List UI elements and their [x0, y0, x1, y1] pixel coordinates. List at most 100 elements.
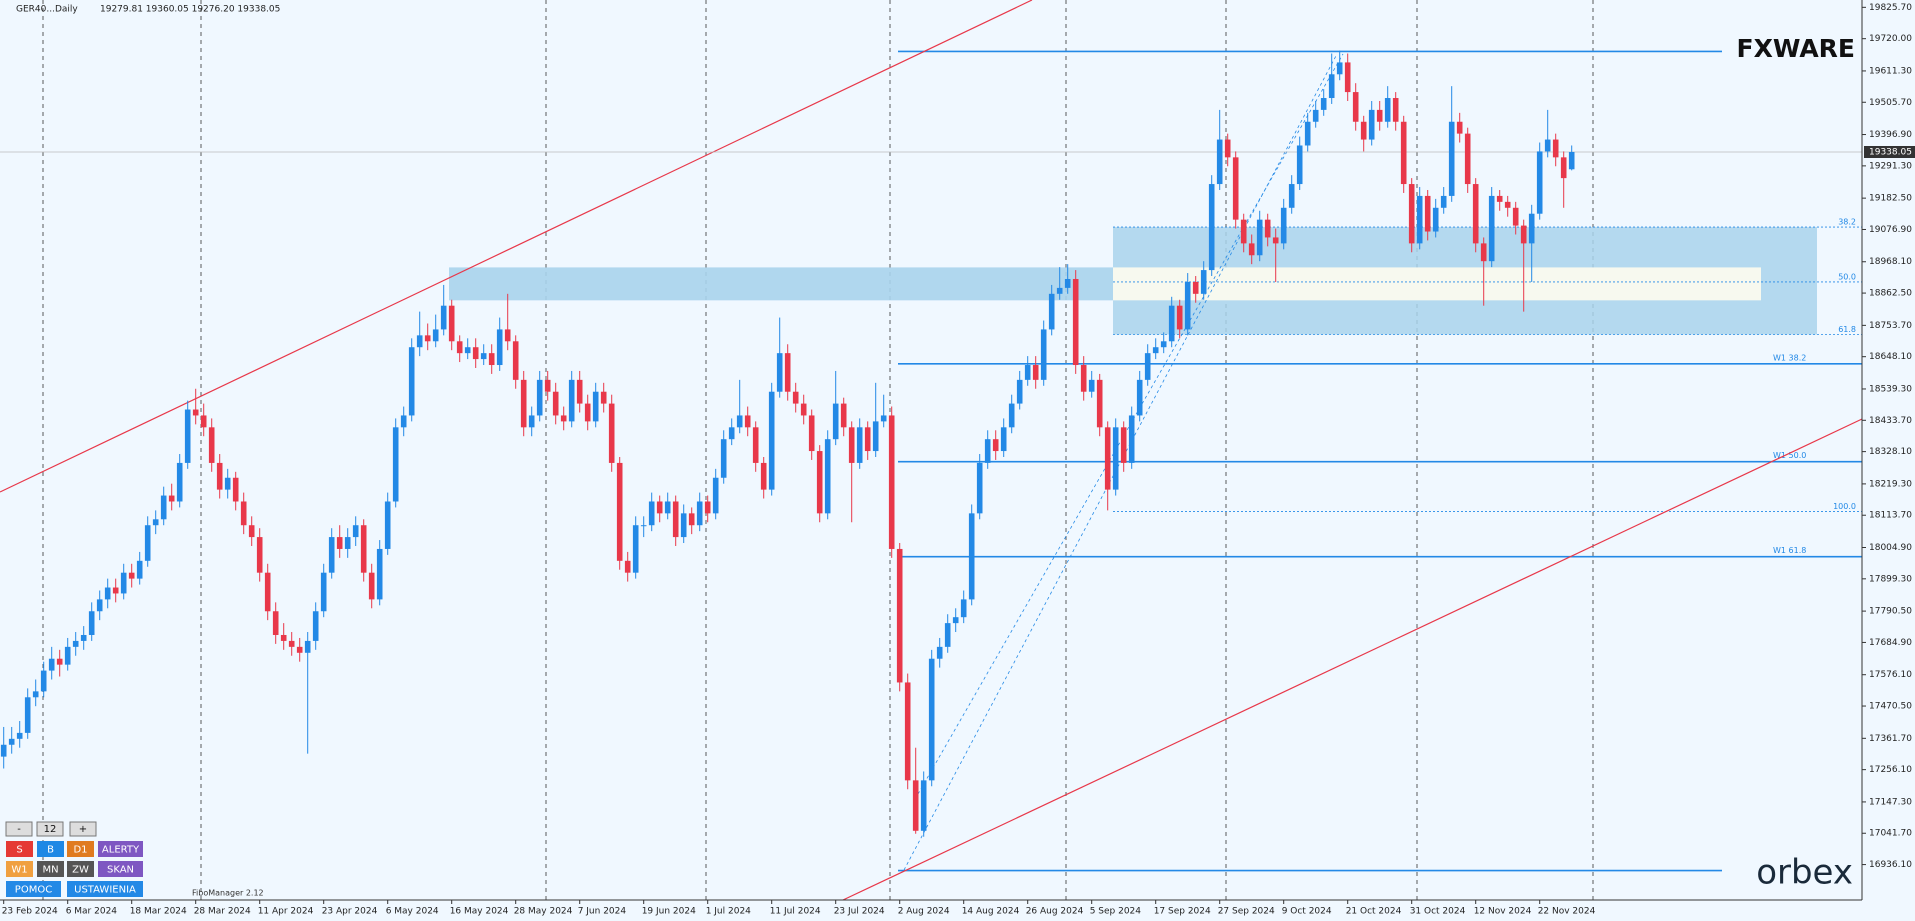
x-tick-label: 23 Feb 2024: [2, 907, 58, 917]
x-tick-label: 11 Apr 2024: [258, 907, 314, 917]
candle-body: [376, 548, 383, 600]
y-tick-label: 19182.50: [1869, 194, 1912, 204]
x-tick-label: 26 Aug 2024: [1026, 907, 1084, 917]
candle-body: [584, 403, 591, 422]
candle-body: [520, 379, 527, 428]
toolbar-button-bg: [67, 841, 94, 857]
candle-body: [616, 462, 623, 561]
x-tick-label: 5 Sep 2024: [1090, 907, 1142, 917]
toolbar-button[interactable]: POMOC: [6, 881, 61, 897]
toolbar-button[interactable]: MN: [37, 861, 64, 877]
candle-body: [48, 658, 55, 671]
candle-body: [1112, 427, 1119, 490]
candle-body: [208, 427, 215, 463]
candle-body: [1184, 281, 1191, 330]
candle-body: [1360, 121, 1367, 140]
candle-body: [544, 379, 551, 392]
toolbar-button-bg: [37, 861, 64, 877]
candle-body: [264, 572, 271, 612]
toolbar-button[interactable]: ZW: [67, 861, 94, 877]
version: FiboManager 2.12: [192, 889, 264, 898]
candle-body: [800, 403, 807, 416]
zoom-button[interactable]: +: [69, 821, 97, 837]
toolbar-button[interactable]: ALERTY: [98, 841, 143, 857]
candle-body: [72, 640, 79, 647]
candle-body: [488, 353, 495, 366]
candle-body: [360, 525, 367, 573]
candle-body: [1392, 98, 1399, 122]
channel-upper: [0, 0, 1033, 493]
toolbar-button-bg: [98, 861, 143, 877]
candle-body: [1296, 145, 1303, 185]
toolbar-button[interactable]: D1: [67, 841, 94, 857]
candle-body: [984, 439, 991, 463]
toolbar-button-bg: [6, 861, 33, 877]
candle-body: [576, 379, 583, 404]
channel-lower: [842, 418, 1863, 901]
candle-body: [480, 353, 487, 360]
candle-body: [592, 391, 599, 422]
candle-body: [672, 501, 679, 538]
y-tick-label: 17899.30: [1869, 574, 1912, 584]
candle-body: [1368, 109, 1375, 140]
y-tick-label: 16936.10: [1869, 860, 1912, 870]
y-tick-label: 17147.30: [1869, 797, 1912, 807]
candle-body: [384, 501, 391, 549]
candle-body: [368, 572, 375, 600]
x-tick-label: 14 Aug 2024: [962, 907, 1020, 917]
x-tick-label: 19 Jun 2024: [642, 907, 696, 917]
y-tick-label: 17041.70: [1869, 829, 1912, 839]
toolbar-button-bg: [6, 881, 61, 897]
candle-body: [56, 658, 63, 665]
fib-label: 50.0: [1838, 272, 1856, 281]
toolbar-button-label: ZW: [72, 865, 89, 876]
x-tick-label: 7 Jun 2024: [578, 907, 627, 917]
candle-body: [176, 462, 183, 502]
toolbar-button[interactable]: W1: [6, 861, 33, 877]
candle-body: [416, 335, 423, 348]
candle-body: [1104, 427, 1111, 490]
candle-body: [720, 439, 727, 478]
candle-body: [1272, 237, 1279, 244]
toolbar-button-label: SKAN: [107, 865, 134, 876]
zoom-button[interactable]: -: [5, 821, 33, 837]
candle-body: [200, 415, 207, 428]
candle-body: [832, 403, 839, 440]
candle-body: [1176, 305, 1183, 330]
symbol: GER40...Daily: [16, 5, 78, 15]
x-tick-label: 31 Oct 2024: [1410, 907, 1466, 917]
level-label: W1 61.8: [1773, 546, 1806, 555]
toolbar-button[interactable]: S: [6, 841, 33, 857]
toolbar-button[interactable]: USTAWIENIA: [67, 881, 143, 897]
candle-body: [1160, 341, 1167, 348]
candle-body: [1264, 219, 1271, 238]
candle-body: [1168, 305, 1175, 342]
zoom-button[interactable]: 12: [36, 821, 64, 837]
candle-body: [640, 525, 647, 527]
x-tick-label: 6 May 2024: [386, 907, 439, 917]
candle-body: [1152, 347, 1159, 354]
y-tick-label: 19825.70: [1869, 3, 1912, 13]
candle-body: [1040, 329, 1047, 380]
candle-body: [24, 697, 31, 733]
candle-body: [232, 477, 239, 502]
candle-body: [1560, 157, 1567, 179]
toolbar-button[interactable]: B: [37, 841, 64, 857]
toolbar-button-label: S: [16, 845, 22, 856]
candle-body: [1456, 121, 1463, 134]
candle-body: [1384, 98, 1391, 122]
toolbar-button-bg: [37, 841, 64, 857]
candle-body: [88, 611, 95, 635]
x-tick-label: 1 Jul 2024: [706, 907, 751, 917]
candle-body: [1056, 287, 1063, 294]
candle-body: [776, 353, 783, 392]
y-tick-label: 17361.70: [1869, 734, 1912, 744]
zoom-button-label: 12: [44, 824, 57, 835]
candle-body: [0, 744, 7, 757]
candle-body: [752, 427, 759, 463]
candle-body: [168, 495, 175, 502]
x-tick-label: 22 Nov 2024: [1538, 907, 1596, 917]
candle-body: [96, 599, 103, 612]
candle-body: [1512, 207, 1519, 226]
toolbar-button[interactable]: SKAN: [98, 861, 143, 877]
